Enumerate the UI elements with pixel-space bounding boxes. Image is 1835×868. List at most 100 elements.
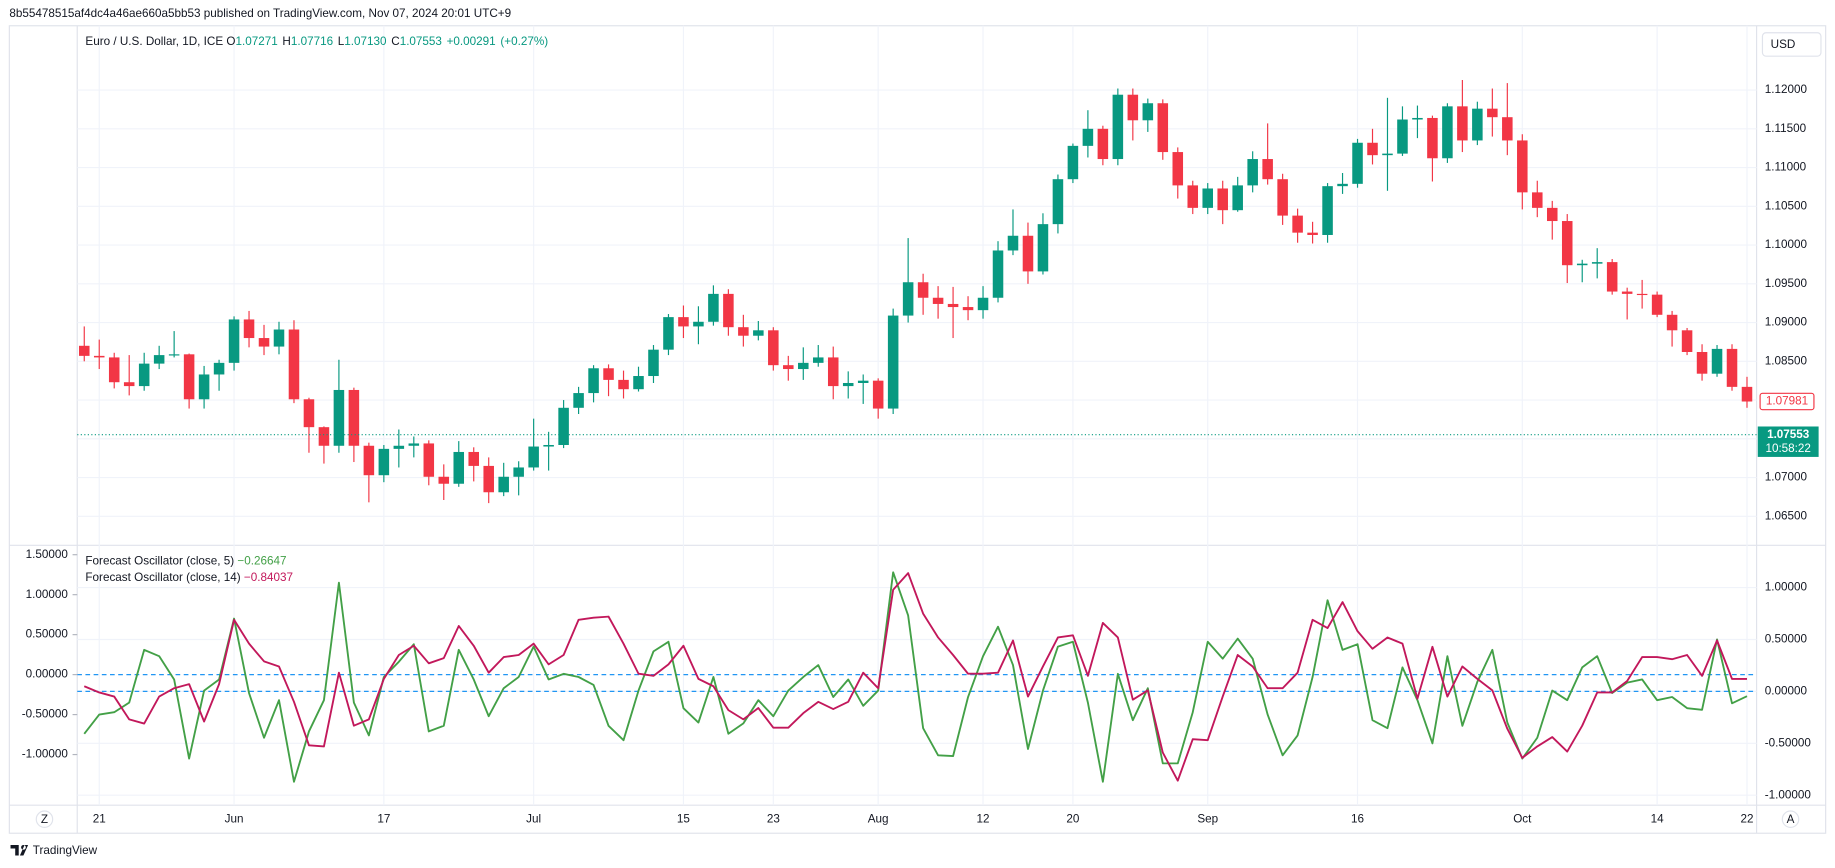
y2-tick-label: 0.00000 [1765,684,1808,697]
candle-body [1157,103,1169,153]
candle-body [363,445,375,476]
ohlc-name: C [391,35,399,48]
ohlc-value: 1.07553 [400,35,442,48]
candle-body [1307,232,1318,235]
candle-body [1247,159,1258,186]
candle-body [1382,153,1393,156]
ohlc-value: 1.07130 [344,35,387,48]
y-tick-label: 1.07000 [1765,471,1808,484]
x-tick-label: Jun [225,812,244,825]
a-label: A [1787,813,1795,826]
a-button[interactable] [1781,810,1800,828]
candle-body [573,393,584,408]
x-tick-label: 12 [977,812,990,825]
candle-body [318,427,330,446]
candle-body [1352,142,1363,184]
candle-body [962,307,974,311]
candle-body [1681,330,1693,352]
candle-body [543,444,554,447]
candle-body [1696,351,1708,374]
candle-body [1711,348,1723,374]
y-tick-label: 0.50000 [26,628,69,641]
candle-body [1472,108,1483,141]
ohlc-name: L [338,35,345,48]
candle-body [887,315,899,409]
legend-value: −0.26647 [237,555,286,568]
candle-body [228,319,240,363]
y-tick-label: 1.12000 [1765,83,1808,96]
x-tick-label: 14 [1651,812,1665,825]
candle-body [783,365,794,370]
symbol-title: Euro / U.S. Dollar, 1D, ICE [85,35,223,48]
ohlc-value: 1.07271 [235,35,277,48]
candle-body [1217,188,1228,211]
candle-body [768,330,779,366]
y-tick-label: 1.11500 [1765,122,1807,135]
candle-body [1277,179,1288,216]
candle-body [1262,159,1273,180]
close-box [1759,392,1815,411]
y-tick-label: 1.11000 [1765,161,1807,174]
candle-body [1127,94,1139,121]
y-tick-label: 0.00000 [26,668,69,681]
candle-body [753,330,764,336]
candle-body [558,407,569,445]
candle-body [1397,119,1408,154]
change-value: +0.00291 [447,35,496,48]
candle-body [902,282,914,316]
x-tick-label: Sep [1197,812,1218,825]
candle-body [947,303,959,308]
candle-body [138,363,150,387]
last-price-label: 1.07553 [1767,428,1810,441]
candle-body [1457,106,1468,141]
x-tick-label: 21 [93,812,106,825]
y-tick-label: 1.10500 [1765,199,1808,212]
candle-body [872,380,884,409]
chart-frame [8,25,1827,834]
candle-body [1666,314,1678,331]
candle-body [992,250,1004,298]
candle-body [1067,145,1079,180]
candle-body [1726,348,1738,387]
candle-body [258,338,270,347]
candle-body [333,389,345,446]
candle-body [663,317,674,350]
y-tick-label: 1.10000 [1765,238,1808,251]
candle-body [633,376,644,390]
x-tick-label: Jul [526,812,541,825]
candle-body [1202,188,1213,208]
y2-tick-label: 0.50000 [1765,633,1808,646]
candle-body [1561,221,1573,266]
candle-body [603,368,614,380]
candle-body [408,443,420,446]
x-tick-label: Aug [868,812,889,825]
legend-name: Forecast Oscillator (close, 5) [85,555,234,568]
candle-body [1097,128,1109,160]
ohlc-legend: O1.07271 H1.07716 L1.07130 C1.07553 +0.00291… [226,35,548,48]
candle-body [243,319,255,339]
candle-body [378,448,390,476]
candle-body [1621,291,1633,294]
z-button[interactable] [35,810,54,828]
candle-body [693,321,704,327]
candle-body [213,362,225,375]
ohlc-name: O [226,35,235,48]
y-tick-label: 1.09000 [1765,316,1808,329]
osc-legend-1: Forecast Oscillator (close, 5) −0.26647 [85,555,286,568]
candle-body [498,476,509,493]
candle-body [1322,186,1333,235]
candle-body [1741,386,1753,402]
x-tick-label: 22 [1740,812,1753,825]
candle-body [1082,128,1094,146]
candle-body [438,476,450,484]
ohlc-name: H [282,35,290,48]
currency-button[interactable] [1761,32,1822,57]
candle-body [1651,294,1663,315]
candle-body [738,327,749,336]
close-label: 1.07981 [1766,395,1808,408]
candle-body [648,349,659,377]
y2-tick-label: -0.50000 [1765,736,1812,749]
last-price-box [1757,426,1819,457]
